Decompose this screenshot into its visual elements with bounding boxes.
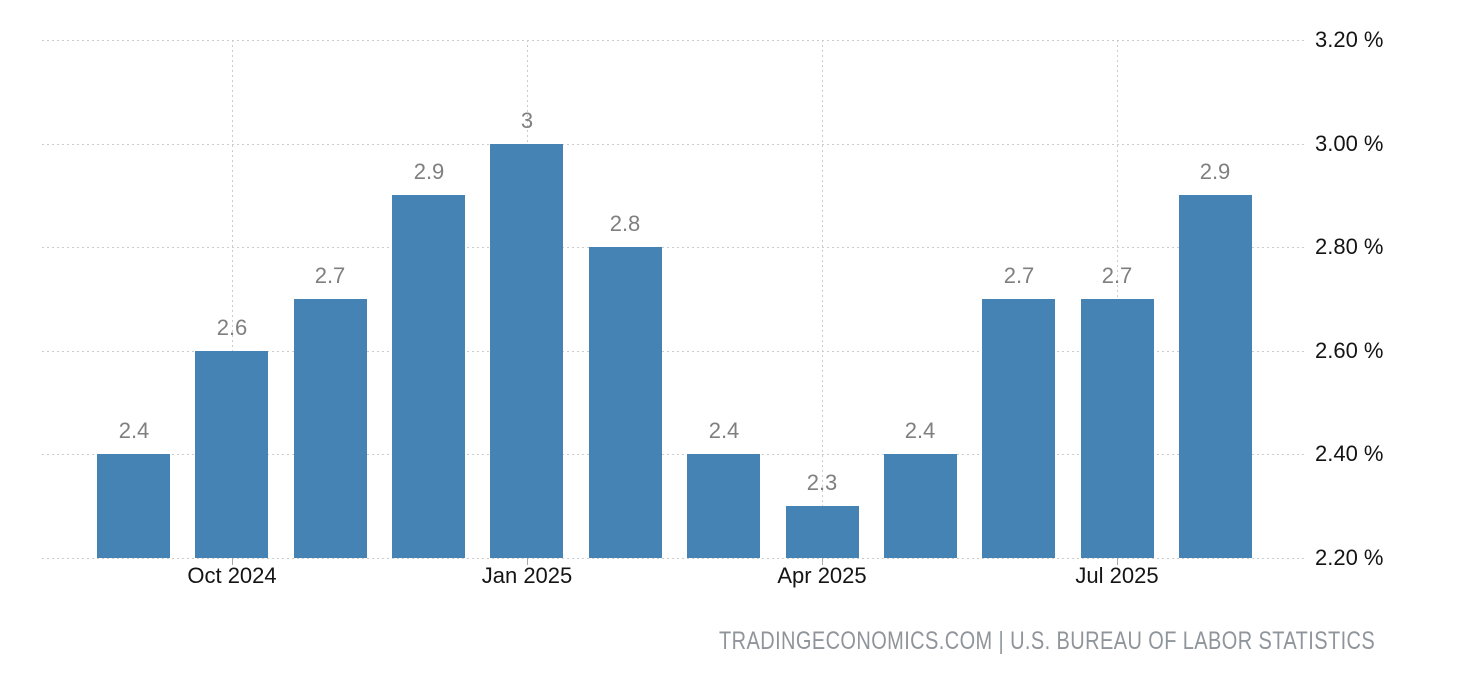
- bar-nov-2024[interactable]: [294, 299, 367, 558]
- y-axis-label: 2.40 %: [1315, 441, 1384, 466]
- bar-sep-2024[interactable]: [97, 454, 170, 558]
- bar-dec-2024[interactable]: [392, 195, 465, 558]
- bar-value-label: 2.8: [609, 211, 641, 236]
- x-axis-tick: [822, 558, 823, 565]
- bar-may-2025[interactable]: [884, 454, 957, 558]
- bar-apr-2025[interactable]: [786, 506, 859, 558]
- gridline-vertical: [822, 40, 823, 558]
- bar-value-label: 2.9: [1199, 159, 1231, 184]
- bar-value-label: 2.7: [1101, 263, 1133, 288]
- x-axis-tick: [1117, 558, 1118, 565]
- bar-feb-2025[interactable]: [589, 247, 662, 558]
- x-axis-label: Apr 2025: [777, 563, 867, 588]
- gridline-vertical: [232, 40, 233, 558]
- bar-value-label: 2.9: [413, 159, 445, 184]
- x-axis-label: Oct 2024: [187, 563, 277, 588]
- gridline-horizontal: [42, 351, 1305, 352]
- x-axis-label: Jan 2025: [481, 563, 573, 588]
- gridline-horizontal: [42, 40, 1305, 41]
- gridline-horizontal: [42, 454, 1305, 455]
- attribution-text: TRADINGECONOMICS.COM | U.S. BUREAU OF LA…: [718, 627, 1375, 655]
- bar-mar-2025[interactable]: [687, 454, 760, 558]
- y-axis-label: 3.20 %: [1315, 27, 1384, 52]
- gridline-horizontal: [42, 247, 1305, 248]
- bar-jul-2025[interactable]: [1081, 299, 1154, 558]
- bar-value-label: 2.4: [904, 418, 936, 443]
- bar-jun-2025[interactable]: [982, 299, 1055, 558]
- bar-oct-2024[interactable]: [195, 351, 268, 558]
- bar-jan-2025[interactable]: [490, 144, 563, 558]
- bar-value-label: 2.3: [806, 470, 838, 495]
- y-axis-label: 2.80 %: [1315, 234, 1384, 259]
- bar-value-label: 2.6: [216, 315, 248, 340]
- x-axis-label: Jul 2025: [1075, 563, 1159, 588]
- bar-value-label: 2.4: [708, 418, 740, 443]
- bar-value-label: 3: [520, 108, 534, 133]
- x-axis-tick: [232, 558, 233, 565]
- y-axis-label: 2.20 %: [1315, 545, 1384, 570]
- bar-value-label: 2.4: [118, 418, 150, 443]
- x-axis-tick: [527, 558, 528, 565]
- bar-aug-2025[interactable]: [1179, 195, 1252, 558]
- bar-value-label: 2.7: [1003, 263, 1035, 288]
- bar-value-label: 2.7: [314, 263, 346, 288]
- y-axis-label: 2.60 %: [1315, 338, 1384, 363]
- y-axis-label: 3.00 %: [1315, 131, 1384, 156]
- gridline-horizontal: [42, 144, 1305, 145]
- gridline-horizontal: [42, 558, 1305, 559]
